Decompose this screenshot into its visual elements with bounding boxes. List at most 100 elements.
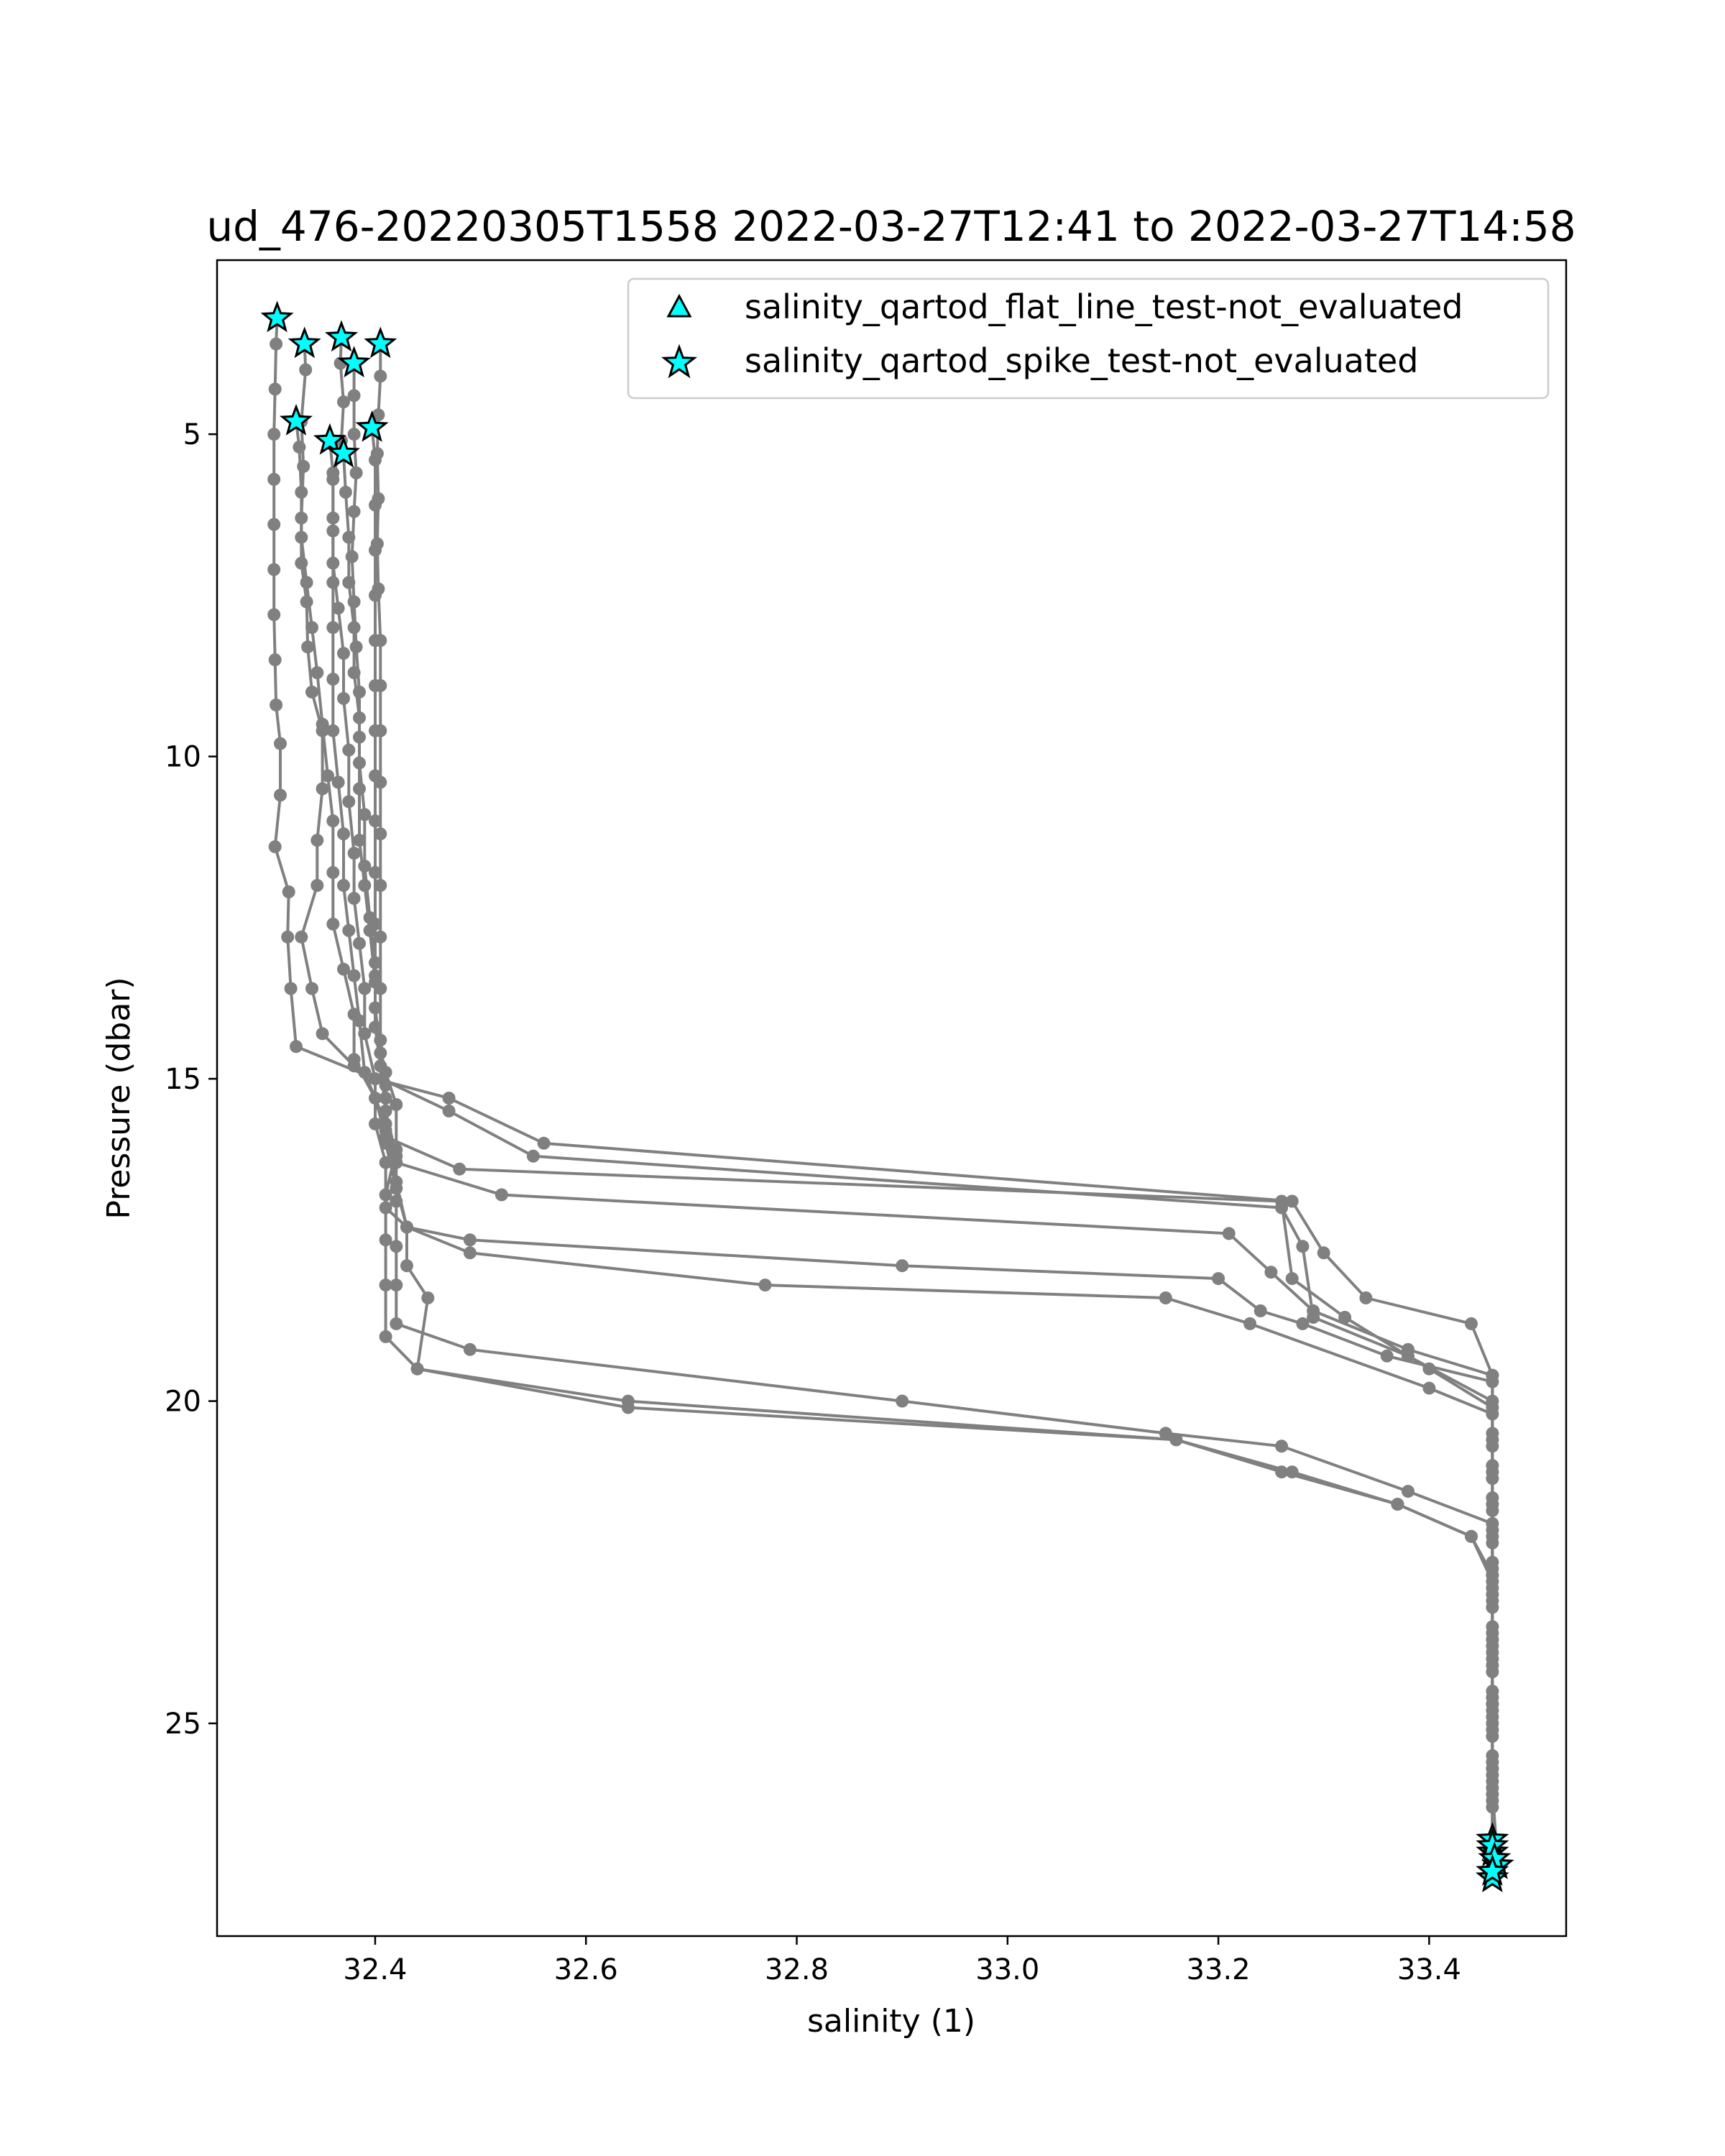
data-point bbox=[379, 1066, 392, 1079]
data-point bbox=[390, 1317, 403, 1330]
data-point bbox=[1359, 1291, 1373, 1304]
data-point bbox=[295, 930, 308, 944]
data-point bbox=[293, 441, 306, 454]
legend-label-flat-line: salinity_qartod_flat_line_test-not_evalu… bbox=[745, 287, 1463, 326]
data-point bbox=[310, 879, 324, 892]
profile-line-9 bbox=[370, 428, 1494, 1872]
marker-layer bbox=[260, 300, 1514, 1892]
data-point bbox=[1285, 1272, 1299, 1286]
x-tick-label: 33.0 bbox=[975, 1953, 1039, 1986]
data-point bbox=[299, 363, 313, 377]
data-point bbox=[347, 389, 361, 402]
x-tick-label: 32.6 bbox=[554, 1953, 618, 1986]
data-point bbox=[390, 1279, 403, 1292]
legend: salinity_qartod_flat_line_test-not_evalu… bbox=[627, 277, 1550, 400]
data-point bbox=[282, 885, 295, 898]
data-point bbox=[342, 795, 356, 808]
data-point bbox=[379, 1330, 392, 1343]
data-point bbox=[526, 1149, 540, 1163]
data-point bbox=[353, 1014, 366, 1028]
data-point bbox=[326, 917, 340, 931]
data-point bbox=[400, 1259, 413, 1273]
data-point bbox=[270, 337, 283, 351]
data-point bbox=[353, 782, 366, 796]
data-point bbox=[347, 595, 361, 609]
data-point bbox=[337, 691, 350, 705]
data-point bbox=[337, 395, 350, 409]
data-point bbox=[353, 834, 366, 847]
data-point bbox=[1243, 1317, 1257, 1330]
data-point bbox=[1317, 1246, 1330, 1260]
data-point bbox=[347, 505, 361, 518]
data-point bbox=[326, 511, 340, 525]
data-point bbox=[337, 879, 350, 892]
data-point bbox=[400, 1220, 413, 1234]
chart-title: ud_476-20220305T1558 2022-03-27T12:41 to… bbox=[206, 202, 1576, 251]
data-point bbox=[758, 1279, 772, 1292]
y-tick-label: 15 bbox=[165, 1063, 201, 1096]
data-point bbox=[1486, 1375, 1499, 1388]
data-point bbox=[369, 814, 382, 828]
spike-test-star-marker bbox=[326, 436, 361, 468]
data-point bbox=[1465, 1529, 1478, 1543]
data-point bbox=[1285, 1194, 1299, 1208]
data-point bbox=[342, 743, 356, 757]
data-point bbox=[267, 517, 281, 531]
data-point bbox=[369, 969, 382, 982]
x-axis-ticks: 32.4 32.6 32.8 33.0 33.2 33.4 bbox=[343, 1936, 1461, 1986]
data-point bbox=[1296, 1317, 1310, 1330]
data-point bbox=[1169, 1433, 1183, 1447]
x-tick-label: 32.4 bbox=[343, 1953, 407, 1986]
data-point bbox=[1275, 1194, 1289, 1208]
data-point bbox=[347, 1053, 361, 1067]
y-tick-label: 5 bbox=[183, 418, 201, 451]
data-point bbox=[379, 1188, 392, 1202]
x-axis-label: salinity (1) bbox=[807, 2003, 975, 2040]
data-point bbox=[347, 892, 361, 905]
data-point bbox=[390, 1240, 403, 1253]
spike-test-star-marker bbox=[260, 300, 294, 333]
data-point bbox=[369, 498, 382, 512]
data-point bbox=[1422, 1381, 1436, 1395]
data-point bbox=[1275, 1465, 1289, 1479]
data-point bbox=[326, 576, 340, 589]
spike-test-star-marker bbox=[1476, 1854, 1509, 1886]
data-point bbox=[463, 1246, 477, 1260]
spike-test-star-marker bbox=[364, 326, 397, 359]
data-point bbox=[310, 666, 324, 679]
spike-test-star-marker bbox=[288, 326, 321, 359]
spike-test-star-marker bbox=[324, 320, 359, 352]
data-point bbox=[1402, 1342, 1414, 1356]
data-point bbox=[369, 917, 382, 931]
data-point bbox=[358, 808, 372, 821]
y-axis-ticks: 5 10 15 20 25 bbox=[165, 418, 217, 1741]
data-point bbox=[410, 1362, 424, 1376]
data-point bbox=[353, 936, 366, 950]
data-point bbox=[896, 1394, 909, 1408]
data-point bbox=[463, 1233, 477, 1247]
data-point bbox=[1254, 1304, 1267, 1317]
x-tick-label: 33.4 bbox=[1397, 1953, 1461, 1986]
data-point bbox=[267, 428, 281, 441]
data-point bbox=[274, 737, 287, 750]
data-point bbox=[358, 982, 372, 995]
data-point bbox=[337, 647, 350, 660]
spike-test-star-marker bbox=[313, 423, 346, 455]
data-point bbox=[342, 923, 356, 937]
data-point bbox=[316, 717, 329, 731]
data-point bbox=[345, 550, 359, 563]
data-point bbox=[268, 840, 282, 854]
data-point bbox=[379, 1279, 392, 1292]
data-point bbox=[374, 982, 387, 995]
data-point bbox=[1264, 1266, 1278, 1279]
data-point bbox=[347, 428, 361, 441]
data-point bbox=[326, 673, 340, 686]
data-point bbox=[326, 724, 340, 737]
data-point bbox=[1212, 1272, 1225, 1286]
data-point bbox=[326, 866, 340, 880]
data-point bbox=[379, 1123, 392, 1137]
data-point bbox=[267, 473, 281, 486]
data-point bbox=[442, 1092, 456, 1105]
data-point bbox=[369, 634, 382, 648]
data-point bbox=[295, 485, 308, 499]
